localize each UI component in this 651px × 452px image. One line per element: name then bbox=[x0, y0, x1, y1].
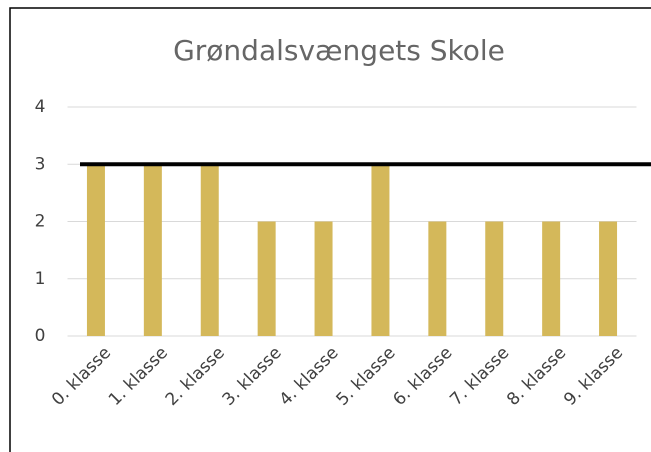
bar bbox=[86, 164, 105, 336]
bar bbox=[485, 221, 504, 336]
chart-title: Grøndalsvængets Skole bbox=[173, 34, 505, 67]
y-tick-label: 4 bbox=[35, 97, 46, 117]
bar bbox=[371, 164, 390, 336]
bar bbox=[599, 221, 618, 336]
bar bbox=[542, 221, 561, 336]
bar bbox=[314, 221, 333, 336]
y-tick-label: 3 bbox=[35, 154, 46, 174]
y-tick-label: 0 bbox=[35, 326, 46, 346]
bar bbox=[428, 221, 447, 336]
bar bbox=[200, 164, 219, 336]
bar bbox=[257, 221, 276, 336]
bar bbox=[143, 164, 162, 336]
y-tick-label: 1 bbox=[35, 269, 46, 289]
y-tick-label: 2 bbox=[35, 212, 46, 232]
